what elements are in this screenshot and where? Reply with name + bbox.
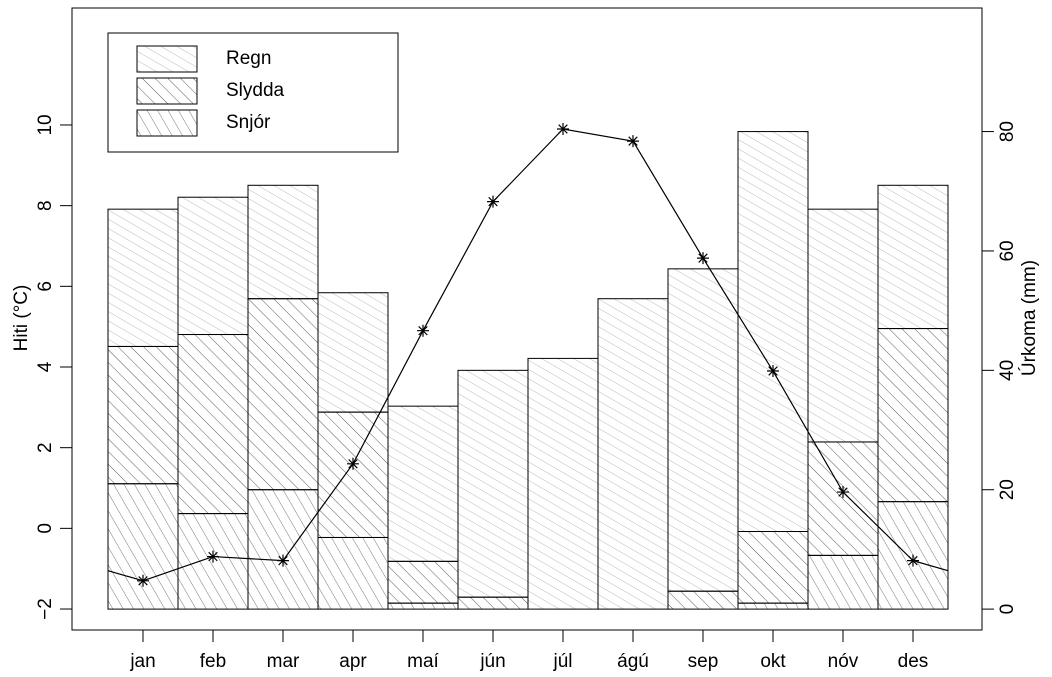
legend-label: Slydda [226, 80, 285, 101]
bar-segment [457, 596, 529, 610]
bar-segment [667, 268, 739, 592]
asterisk-marker [347, 457, 359, 470]
y-tick-label: 6 [35, 281, 56, 292]
x-tick-label: jún [479, 651, 505, 672]
bar-segment [737, 131, 809, 533]
x-tick-label: jan [129, 651, 155, 672]
legend-swatch [136, 45, 198, 73]
asterisk-marker [487, 195, 499, 208]
asterisk-marker [697, 252, 709, 265]
bar-segment [457, 369, 529, 598]
asterisk-marker [627, 135, 639, 148]
bar-segment [667, 590, 739, 610]
bar-segment [807, 554, 879, 610]
bar-segment [387, 602, 459, 610]
bar-segment [877, 184, 949, 330]
y2-tick-label: 20 [997, 479, 1018, 500]
y2-tick-label: 40 [997, 360, 1018, 381]
legend-label: Snjór [226, 112, 271, 133]
x-tick-label: apr [339, 651, 367, 672]
bar-segment [317, 292, 389, 413]
y2-tick-label: 0 [997, 604, 1018, 615]
bar-segment [807, 441, 879, 556]
bar-segment [597, 298, 669, 610]
asterisk-marker [837, 486, 849, 499]
line-wrap [912, 560, 949, 572]
bar-segment [177, 196, 249, 336]
asterisk-marker [767, 365, 779, 378]
legend-swatch [136, 109, 198, 137]
bar-segment [317, 536, 389, 610]
bar-segment [737, 602, 809, 610]
x-tick-label: mar [267, 651, 300, 672]
y-axis-label: Hiti (°C) [11, 285, 32, 352]
legend-swatch [136, 77, 198, 105]
bar-segment [177, 334, 249, 515]
y-tick-label: 4 [35, 361, 56, 372]
asterisk-marker [137, 574, 149, 587]
x-tick-label: okt [760, 651, 786, 672]
y-tick-label: 2 [35, 442, 56, 453]
x-tick-label: sep [688, 651, 719, 672]
x-tick-label: des [898, 651, 929, 672]
asterisk-marker [277, 554, 289, 567]
bar-segment [807, 208, 879, 443]
y2-tick-label: 60 [997, 240, 1018, 261]
bar-segment [247, 298, 319, 491]
bar-segment [387, 560, 459, 604]
plot-frame [71, 7, 983, 631]
bar-segment [387, 405, 459, 562]
x-tick-label: feb [200, 651, 226, 672]
bar-segment [107, 208, 179, 347]
y-tick-label: 0 [35, 523, 56, 534]
bar-segment [107, 345, 179, 485]
bar-segment [247, 184, 319, 300]
bar-segment [317, 411, 389, 538]
y2-axis-label: Úrkoma (mm) [1018, 260, 1040, 376]
x-tick-label: júl [552, 651, 572, 672]
legend-label: Regn [226, 48, 271, 69]
bar-segment [527, 357, 599, 610]
asterisk-marker [207, 550, 219, 563]
bar-segment [737, 531, 809, 604]
bar-segment [247, 489, 319, 610]
y-tick-label: 10 [35, 114, 56, 135]
temperature-line [142, 128, 914, 582]
y-tick-label: 8 [35, 200, 56, 211]
y2-tick-label: 80 [997, 121, 1018, 142]
asterisk-marker [907, 554, 919, 567]
bar-segment [877, 328, 949, 503]
y-tick-label: −2 [35, 598, 56, 620]
asterisk-marker [417, 324, 429, 337]
x-tick-label: maí [407, 651, 439, 672]
x-tick-label: ágú [617, 651, 649, 672]
line-wrap [107, 570, 144, 582]
asterisk-marker [557, 123, 569, 136]
bar-segment [107, 483, 179, 610]
x-tick-label: nóv [828, 651, 859, 672]
